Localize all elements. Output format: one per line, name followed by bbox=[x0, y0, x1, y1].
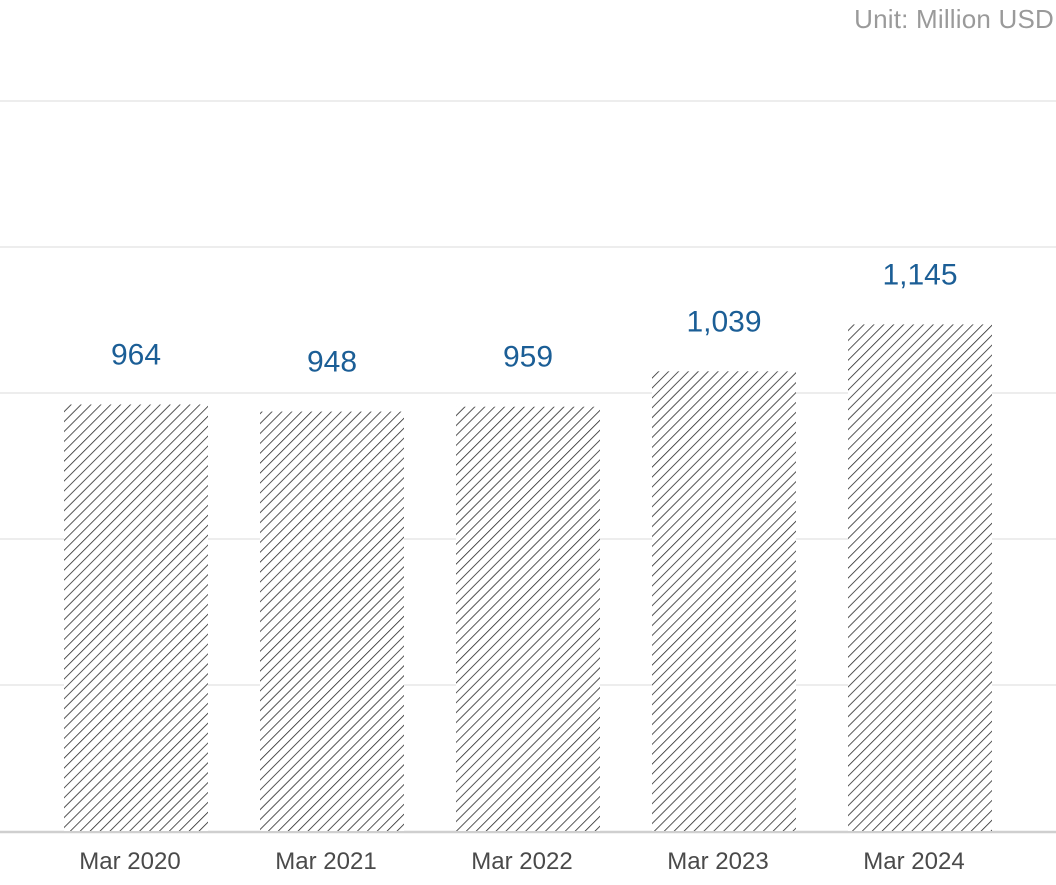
data-label: 1,039 bbox=[686, 305, 761, 338]
bars bbox=[64, 324, 992, 831]
x-tick-label: Mar 2021 bbox=[275, 848, 376, 875]
data-label: 959 bbox=[503, 341, 553, 374]
data-label: 948 bbox=[307, 346, 357, 379]
bar bbox=[848, 324, 992, 831]
bar bbox=[64, 404, 208, 831]
x-axis-tick-labels: Mar 2020 Mar 2021 Mar 2022 Mar 2023 Mar 2024 bbox=[79, 848, 964, 875]
unit-label: Unit: Million USD bbox=[854, 4, 1054, 34]
data-labels: 964 948 959 1,039 1,145 bbox=[111, 258, 958, 378]
x-tick-label: Mar 2022 bbox=[471, 848, 572, 875]
bar bbox=[456, 406, 600, 831]
x-tick-label: Mar 2024 bbox=[863, 848, 964, 875]
x-tick-label: Mar 2023 bbox=[667, 848, 768, 875]
bar bbox=[260, 411, 404, 831]
bar bbox=[652, 371, 796, 831]
x-tick-label: Mar 2020 bbox=[79, 848, 180, 875]
data-label: 1,145 bbox=[882, 258, 957, 291]
data-label: 964 bbox=[111, 339, 161, 372]
